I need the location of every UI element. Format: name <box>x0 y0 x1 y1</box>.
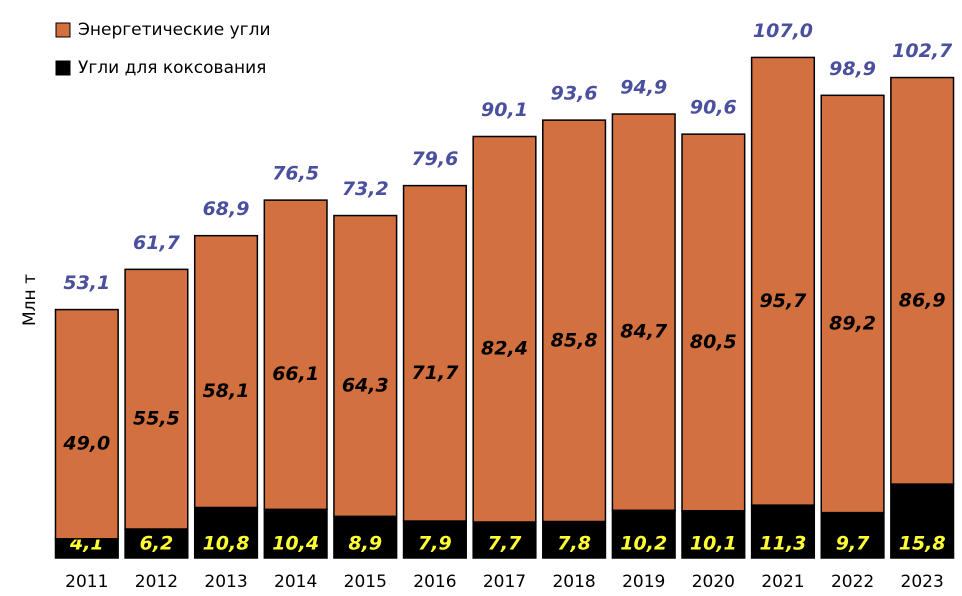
data-label: 86,9 <box>899 289 946 311</box>
data-label: 10,4 <box>272 533 319 555</box>
x-tick-label: 2017 <box>483 572 526 592</box>
bar-segment <box>820 511 885 559</box>
data-label: 7,8 <box>557 533 591 555</box>
data-label: 64,3 <box>342 374 389 396</box>
total-label: 73,2 <box>342 178 389 200</box>
bar-segment <box>193 234 259 509</box>
data-label: 7,9 <box>418 533 452 555</box>
total-label: 98,9 <box>829 58 876 80</box>
bar-segment <box>472 135 537 523</box>
bar-segment <box>402 520 467 559</box>
data-label: 10,8 <box>203 533 250 555</box>
data-label: 9,7 <box>836 533 870 555</box>
total-label: 94,9 <box>620 77 667 99</box>
bar-segment <box>681 509 746 559</box>
y-axis-label: Млн т <box>20 274 40 326</box>
x-tick-label: 2021 <box>761 572 804 592</box>
x-tick-label: 2014 <box>274 572 317 592</box>
data-label: 55,5 <box>133 408 180 430</box>
x-tick-label: 2018 <box>552 572 595 592</box>
data-label: 82,4 <box>481 338 528 360</box>
data-label: 6,2 <box>140 533 174 555</box>
x-tick-label: 2022 <box>831 572 874 592</box>
bar-segment <box>542 520 607 559</box>
x-tick-label: 2016 <box>413 572 456 592</box>
bar-segment <box>54 308 119 540</box>
data-label: 85,8 <box>551 329 598 351</box>
legend-label: Энергетические угли <box>78 20 271 40</box>
bar-segment <box>263 508 328 559</box>
bar-segment <box>681 133 746 512</box>
data-label: 11,3 <box>760 533 807 555</box>
bar-segment <box>402 184 467 522</box>
bar-segment <box>611 113 676 512</box>
total-label: 61,7 <box>133 232 181 254</box>
data-label: 89,2 <box>829 312 876 334</box>
bar-segment <box>542 119 607 523</box>
data-label: 95,7 <box>760 290 808 312</box>
legend-swatch <box>55 60 71 76</box>
x-tick-label: 2012 <box>135 572 178 592</box>
x-tick-label: 2020 <box>692 572 735 592</box>
total-label: 93,6 <box>551 83 598 105</box>
total-label: 53,1 <box>63 272 110 294</box>
bar-segment <box>333 214 398 518</box>
data-label: 10,2 <box>620 533 667 555</box>
total-label: 76,5 <box>272 163 319 185</box>
data-label: 58,1 <box>203 380 250 402</box>
bar-segment <box>124 268 189 530</box>
x-tick-label: 2023 <box>901 572 944 592</box>
bar-segment <box>750 56 816 506</box>
x-tick-label: 2011 <box>65 572 108 592</box>
bar-segment <box>263 199 328 511</box>
data-label: 71,7 <box>411 362 459 384</box>
total-label: 107,0 <box>753 20 813 42</box>
data-label: 49,0 <box>62 433 110 455</box>
total-label: 79,6 <box>411 148 458 170</box>
data-label: 7,7 <box>488 533 522 555</box>
total-label: 90,6 <box>690 97 737 119</box>
legend-label: Угли для коксования <box>78 58 266 78</box>
total-label: 102,7 <box>892 40 953 62</box>
bar-segment <box>820 94 885 514</box>
bar-segment <box>890 76 955 485</box>
data-label: 15,8 <box>899 533 946 555</box>
legend-swatch <box>55 22 71 38</box>
x-tick-label: 2019 <box>622 572 665 592</box>
x-tick-label: 2015 <box>344 572 387 592</box>
data-label: 84,7 <box>620 321 668 343</box>
data-label: 10,1 <box>690 533 737 555</box>
data-label: 80,5 <box>690 331 737 353</box>
bar-segment <box>750 504 816 559</box>
total-label: 68,9 <box>203 198 250 220</box>
total-label: 90,1 <box>481 99 528 121</box>
data-label: 66,1 <box>272 363 319 385</box>
x-tick-label: 2013 <box>204 572 247 592</box>
data-label: 8,9 <box>348 533 382 555</box>
